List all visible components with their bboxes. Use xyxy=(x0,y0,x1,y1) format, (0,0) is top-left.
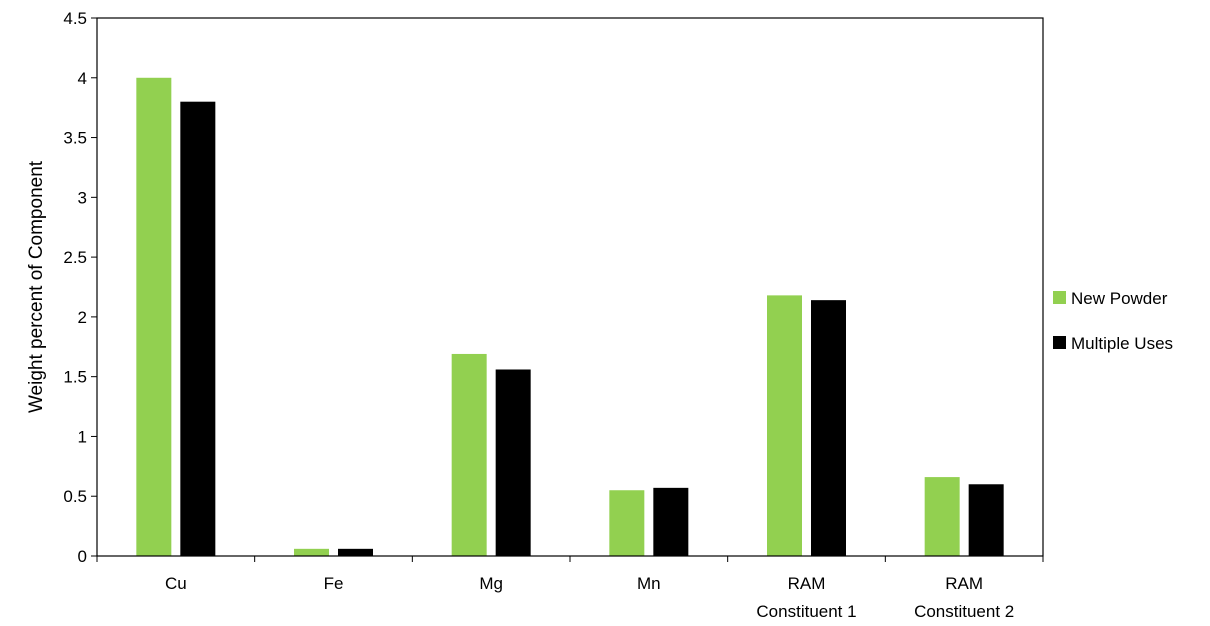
x-tick-label: RAM Constituent 2 xyxy=(914,574,1014,621)
bar xyxy=(653,487,689,556)
y-tick-label: 4.5 xyxy=(63,9,87,28)
bar xyxy=(924,477,960,556)
y-tick-label: 0 xyxy=(78,547,87,566)
y-tick-label: 2 xyxy=(78,308,87,327)
bar xyxy=(294,548,329,556)
bar xyxy=(136,77,172,556)
x-tick-label: Mg xyxy=(479,574,503,593)
y-tick-label: 4 xyxy=(78,69,87,88)
y-tick-label: 1.5 xyxy=(63,368,87,387)
bar xyxy=(968,484,1004,556)
y-tick-label: 2.5 xyxy=(63,248,87,267)
bar xyxy=(609,490,645,556)
legend-swatch xyxy=(1053,291,1066,304)
x-tick-label: RAM Constituent 1 xyxy=(756,574,856,621)
bar xyxy=(495,369,531,556)
legend-label: New Powder xyxy=(1071,289,1168,308)
y-tick-label: 3.5 xyxy=(63,129,87,148)
x-tick-label: Cu xyxy=(165,574,187,593)
y-tick-label: 3 xyxy=(78,188,87,207)
legend-swatch xyxy=(1053,336,1066,349)
x-tick-label: Mn xyxy=(637,574,661,593)
bar xyxy=(767,295,802,556)
x-tick-label: Fe xyxy=(324,574,344,593)
legend-label: Multiple Uses xyxy=(1071,334,1173,353)
bar xyxy=(180,101,216,556)
plot-area-frame xyxy=(96,17,1044,557)
bar xyxy=(338,548,373,556)
y-axis-title: Weight percent of Component xyxy=(26,160,47,413)
y-tick-label: 1 xyxy=(78,427,87,446)
y-tick-label: 0.5 xyxy=(63,487,87,506)
bar xyxy=(451,353,487,556)
bar xyxy=(811,300,846,556)
